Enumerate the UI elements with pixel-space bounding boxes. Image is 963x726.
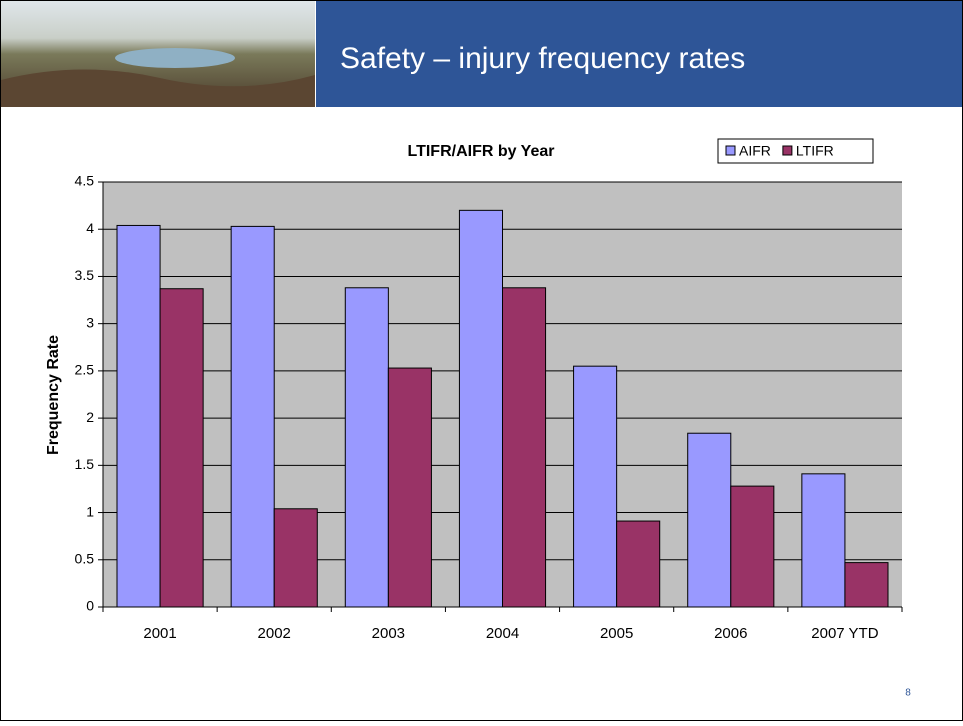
y-tick-label: 1.5 (75, 456, 95, 472)
x-tick-label: 2003 (372, 625, 405, 642)
x-tick-label: 2004 (486, 625, 519, 642)
bar (845, 563, 888, 607)
y-tick-label: 4 (86, 220, 94, 236)
bar (617, 521, 660, 607)
x-tick-label: 2006 (714, 625, 747, 642)
bar (345, 288, 388, 607)
y-tick-label: 1 (86, 503, 94, 519)
bar (503, 288, 546, 607)
bar (731, 486, 774, 607)
bar (802, 474, 845, 607)
header-image-lake (115, 48, 235, 68)
bar (388, 368, 431, 607)
page-number: 8 (905, 688, 911, 699)
legend-swatch (783, 146, 792, 155)
x-tick-label: 2001 (143, 625, 176, 642)
bar (688, 433, 731, 607)
y-tick-label: 2.5 (75, 362, 95, 378)
bar (160, 289, 203, 607)
bar (231, 226, 274, 607)
x-tick-label: 2005 (600, 625, 633, 642)
slide: Safety – injury frequency rates 8 LTIFR/… (0, 0, 963, 721)
bar (117, 225, 160, 607)
slide-title: Safety – injury frequency rates (340, 42, 745, 75)
legend-label: AIFR (739, 143, 771, 159)
x-tick-label: 2007 YTD (811, 625, 878, 642)
y-tick-label: 3 (86, 314, 94, 330)
bar (274, 509, 317, 607)
y-tick-label: 0.5 (75, 550, 95, 566)
bar (459, 210, 502, 607)
chart: LTIFR/AIFR by Year Frequency Rate 0 0.5 1 1… (45, 139, 902, 642)
y-tick-label: 3.5 (75, 267, 95, 283)
chart-title: LTIFR/AIFR by Year (408, 143, 555, 160)
y-tick-label: 0 (86, 598, 94, 614)
y-axis-label: Frequency Rate (45, 335, 62, 455)
y-tick-label: 2 (86, 409, 94, 425)
bar (574, 366, 617, 607)
legend-swatch (726, 146, 735, 155)
x-tick-label: 2002 (258, 625, 291, 642)
legend-label: LTIFR (796, 143, 834, 159)
y-tick-label: 4.5 (75, 173, 95, 189)
